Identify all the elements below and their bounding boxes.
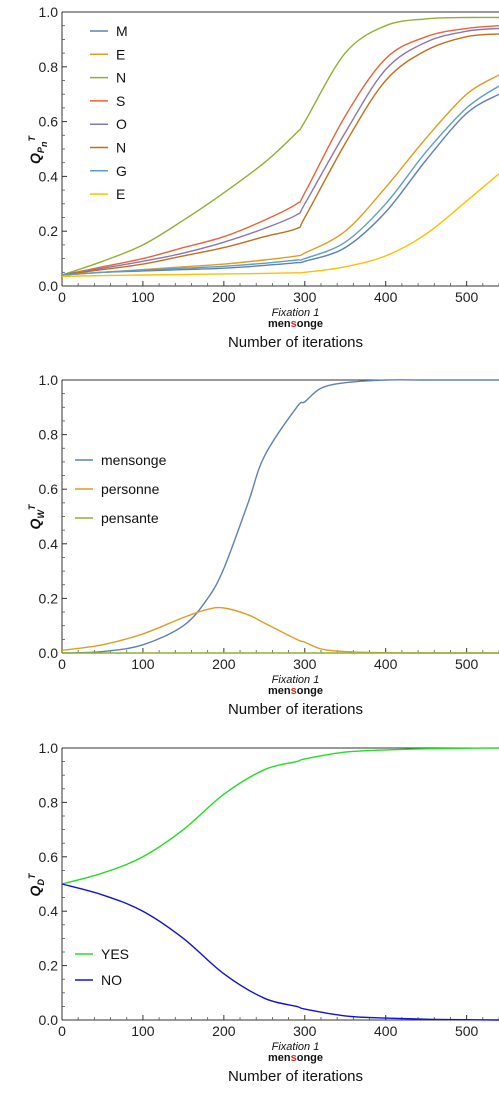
x-tick-label: 200 — [212, 656, 236, 672]
y-tick-label: 0.2 — [39, 590, 59, 606]
y-tick-label: 0.2 — [39, 223, 59, 239]
x-tick-label: 400 — [374, 1023, 398, 1039]
series-line-4 — [61, 25, 499, 276]
x-tick-label: 500 — [455, 289, 479, 305]
y-tick-label: 0.6 — [39, 481, 59, 497]
fixated-word: mensonge — [268, 318, 323, 330]
y-axis-label: QDT — [27, 872, 46, 896]
y-tick-label: 0.4 — [39, 536, 59, 552]
x-axis-label: Number of iterations — [228, 334, 363, 351]
fixation-label: Fixation 1 — [272, 674, 320, 686]
y-tick-label: 0.0 — [39, 278, 59, 294]
y-tick-label: 0.4 — [39, 903, 59, 919]
x-tick-label: 0 — [58, 289, 66, 305]
x-tick-label: 500 — [455, 1023, 479, 1039]
x-tick-label: 500 — [455, 656, 479, 672]
series-line-7 — [61, 85, 499, 276]
legend-label: S — [116, 93, 125, 109]
y-tick-label: 1.0 — [39, 4, 59, 20]
y-axis-label-text: QWT — [27, 503, 46, 529]
fixation-label: Fixation 1 — [272, 1041, 320, 1053]
legend-label: E — [116, 186, 125, 202]
x-tick-label: 300 — [293, 289, 317, 305]
fixation-label: Fixation 1 — [272, 307, 320, 319]
series-line-8 — [61, 173, 499, 278]
legend-label: YES — [101, 946, 129, 962]
legend-label: O — [116, 116, 127, 132]
series-line-2 — [61, 74, 499, 276]
chart-1: 0 100 200 300 400 5000.00.20.40.60.81.0MENSON… — [27, 4, 499, 351]
x-tick-label: 200 — [212, 1023, 236, 1039]
x-tick-label: 400 — [374, 289, 398, 305]
legend-label: M — [116, 23, 128, 39]
x-tick-label: 200 — [212, 289, 236, 305]
y-tick-label: 0.0 — [39, 1012, 59, 1028]
x-tick-label: 300 — [293, 656, 317, 672]
legend-label: G — [116, 163, 127, 179]
x-axis-label: Number of iterations — [228, 1068, 363, 1085]
x-tick-label: 300 — [293, 1023, 317, 1039]
y-tick-label: 0.8 — [39, 59, 59, 75]
x-tick-label: 0 — [58, 1023, 66, 1039]
series-line-5 — [61, 27, 499, 276]
x-tick-label: 100 — [131, 656, 155, 672]
y-tick-label: 0.0 — [39, 645, 59, 661]
y-tick-label: 1.0 — [39, 740, 59, 756]
x-axis-label: Number of iterations — [228, 701, 363, 718]
x-tick-label: 400 — [374, 656, 398, 672]
chart-3: 0 100 200 300 400 500 0.0 0.2 0.4 0.6 0.8 1.0 YES NO Q… — [27, 740, 499, 1085]
y-tick-label: 0.6 — [39, 114, 59, 130]
series-line-2 — [61, 883, 499, 1021]
y-tick-label: 0.2 — [39, 958, 59, 974]
legend-label: N — [116, 70, 126, 86]
series-line-1 — [61, 93, 499, 276]
legend-label: pensante — [101, 510, 159, 526]
fixated-word: mensonge — [268, 1052, 323, 1064]
y-axis-label: QPnT — [27, 135, 49, 164]
y-tick-label: 0.8 — [39, 794, 59, 810]
y-axis-label-text: QDT — [27, 872, 46, 896]
y-tick-label: 0.6 — [39, 849, 59, 865]
x-tick-label: 0 — [58, 656, 66, 672]
series-line-3 — [61, 16, 499, 276]
y-tick-label: 0.4 — [39, 168, 59, 184]
y-axis-label-text: QPnT — [27, 135, 49, 164]
y-tick-label: 1.0 — [39, 372, 59, 388]
legend-label: N — [116, 140, 126, 156]
legend-label: E — [116, 46, 125, 62]
chart-2: 0 100 200 300 400 500 0.0 0.2 0.4 0.6 0.8 1.0 menson… — [27, 372, 499, 718]
legend-label: NO — [101, 972, 122, 988]
legend-label: mensonge — [101, 452, 167, 468]
y-tick-label: 0.8 — [39, 427, 59, 443]
x-tick-label: 100 — [131, 289, 155, 305]
legend-label: personne — [101, 481, 160, 497]
y-axis-label: QWT — [27, 503, 46, 529]
series-line-2 — [61, 606, 499, 654]
series-line-1 — [61, 379, 499, 654]
x-tick-label: 100 — [131, 1023, 155, 1039]
series-line-1 — [61, 747, 499, 885]
fixated-word: mensonge — [268, 685, 323, 697]
series-line-6 — [61, 33, 499, 276]
